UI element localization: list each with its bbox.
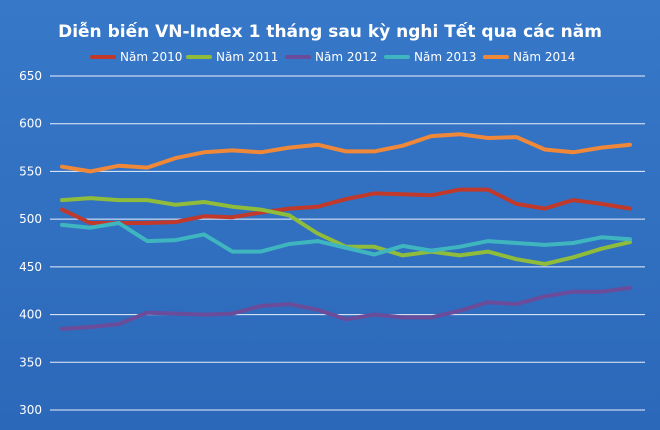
y-tick-label: 500 bbox=[19, 212, 42, 226]
y-tick-label: 400 bbox=[19, 308, 42, 322]
y-tick-label: 300 bbox=[19, 403, 42, 417]
legend-label: Năm 2011 bbox=[216, 50, 278, 64]
legend: Năm 2010 Năm 2011 Năm 2012 Năm 2013 Năm 2014 bbox=[90, 50, 575, 64]
series-line-5 bbox=[60, 132, 632, 174]
plot-area bbox=[60, 132, 632, 331]
legend-label: Năm 2013 bbox=[414, 50, 476, 64]
legend-label: Năm 2012 bbox=[315, 50, 377, 64]
y-tick-label: 350 bbox=[19, 355, 42, 369]
chart-title: Diễn biến VN-Index 1 tháng sau kỳ nghi T… bbox=[58, 20, 602, 42]
y-axis: 300 350 400 450 500 550 600 650 bbox=[19, 69, 42, 417]
series-line-3 bbox=[60, 285, 632, 331]
y-tick-label: 550 bbox=[19, 164, 42, 178]
legend-label: Năm 2010 bbox=[120, 50, 182, 64]
y-tick-label: 600 bbox=[19, 117, 42, 131]
y-tick-label: 450 bbox=[19, 260, 42, 274]
series-line-4 bbox=[60, 221, 632, 257]
y-tick-label: 650 bbox=[19, 69, 42, 83]
legend-label: Năm 2014 bbox=[513, 50, 575, 64]
gridlines bbox=[50, 75, 645, 411]
series-line-1 bbox=[60, 187, 632, 225]
